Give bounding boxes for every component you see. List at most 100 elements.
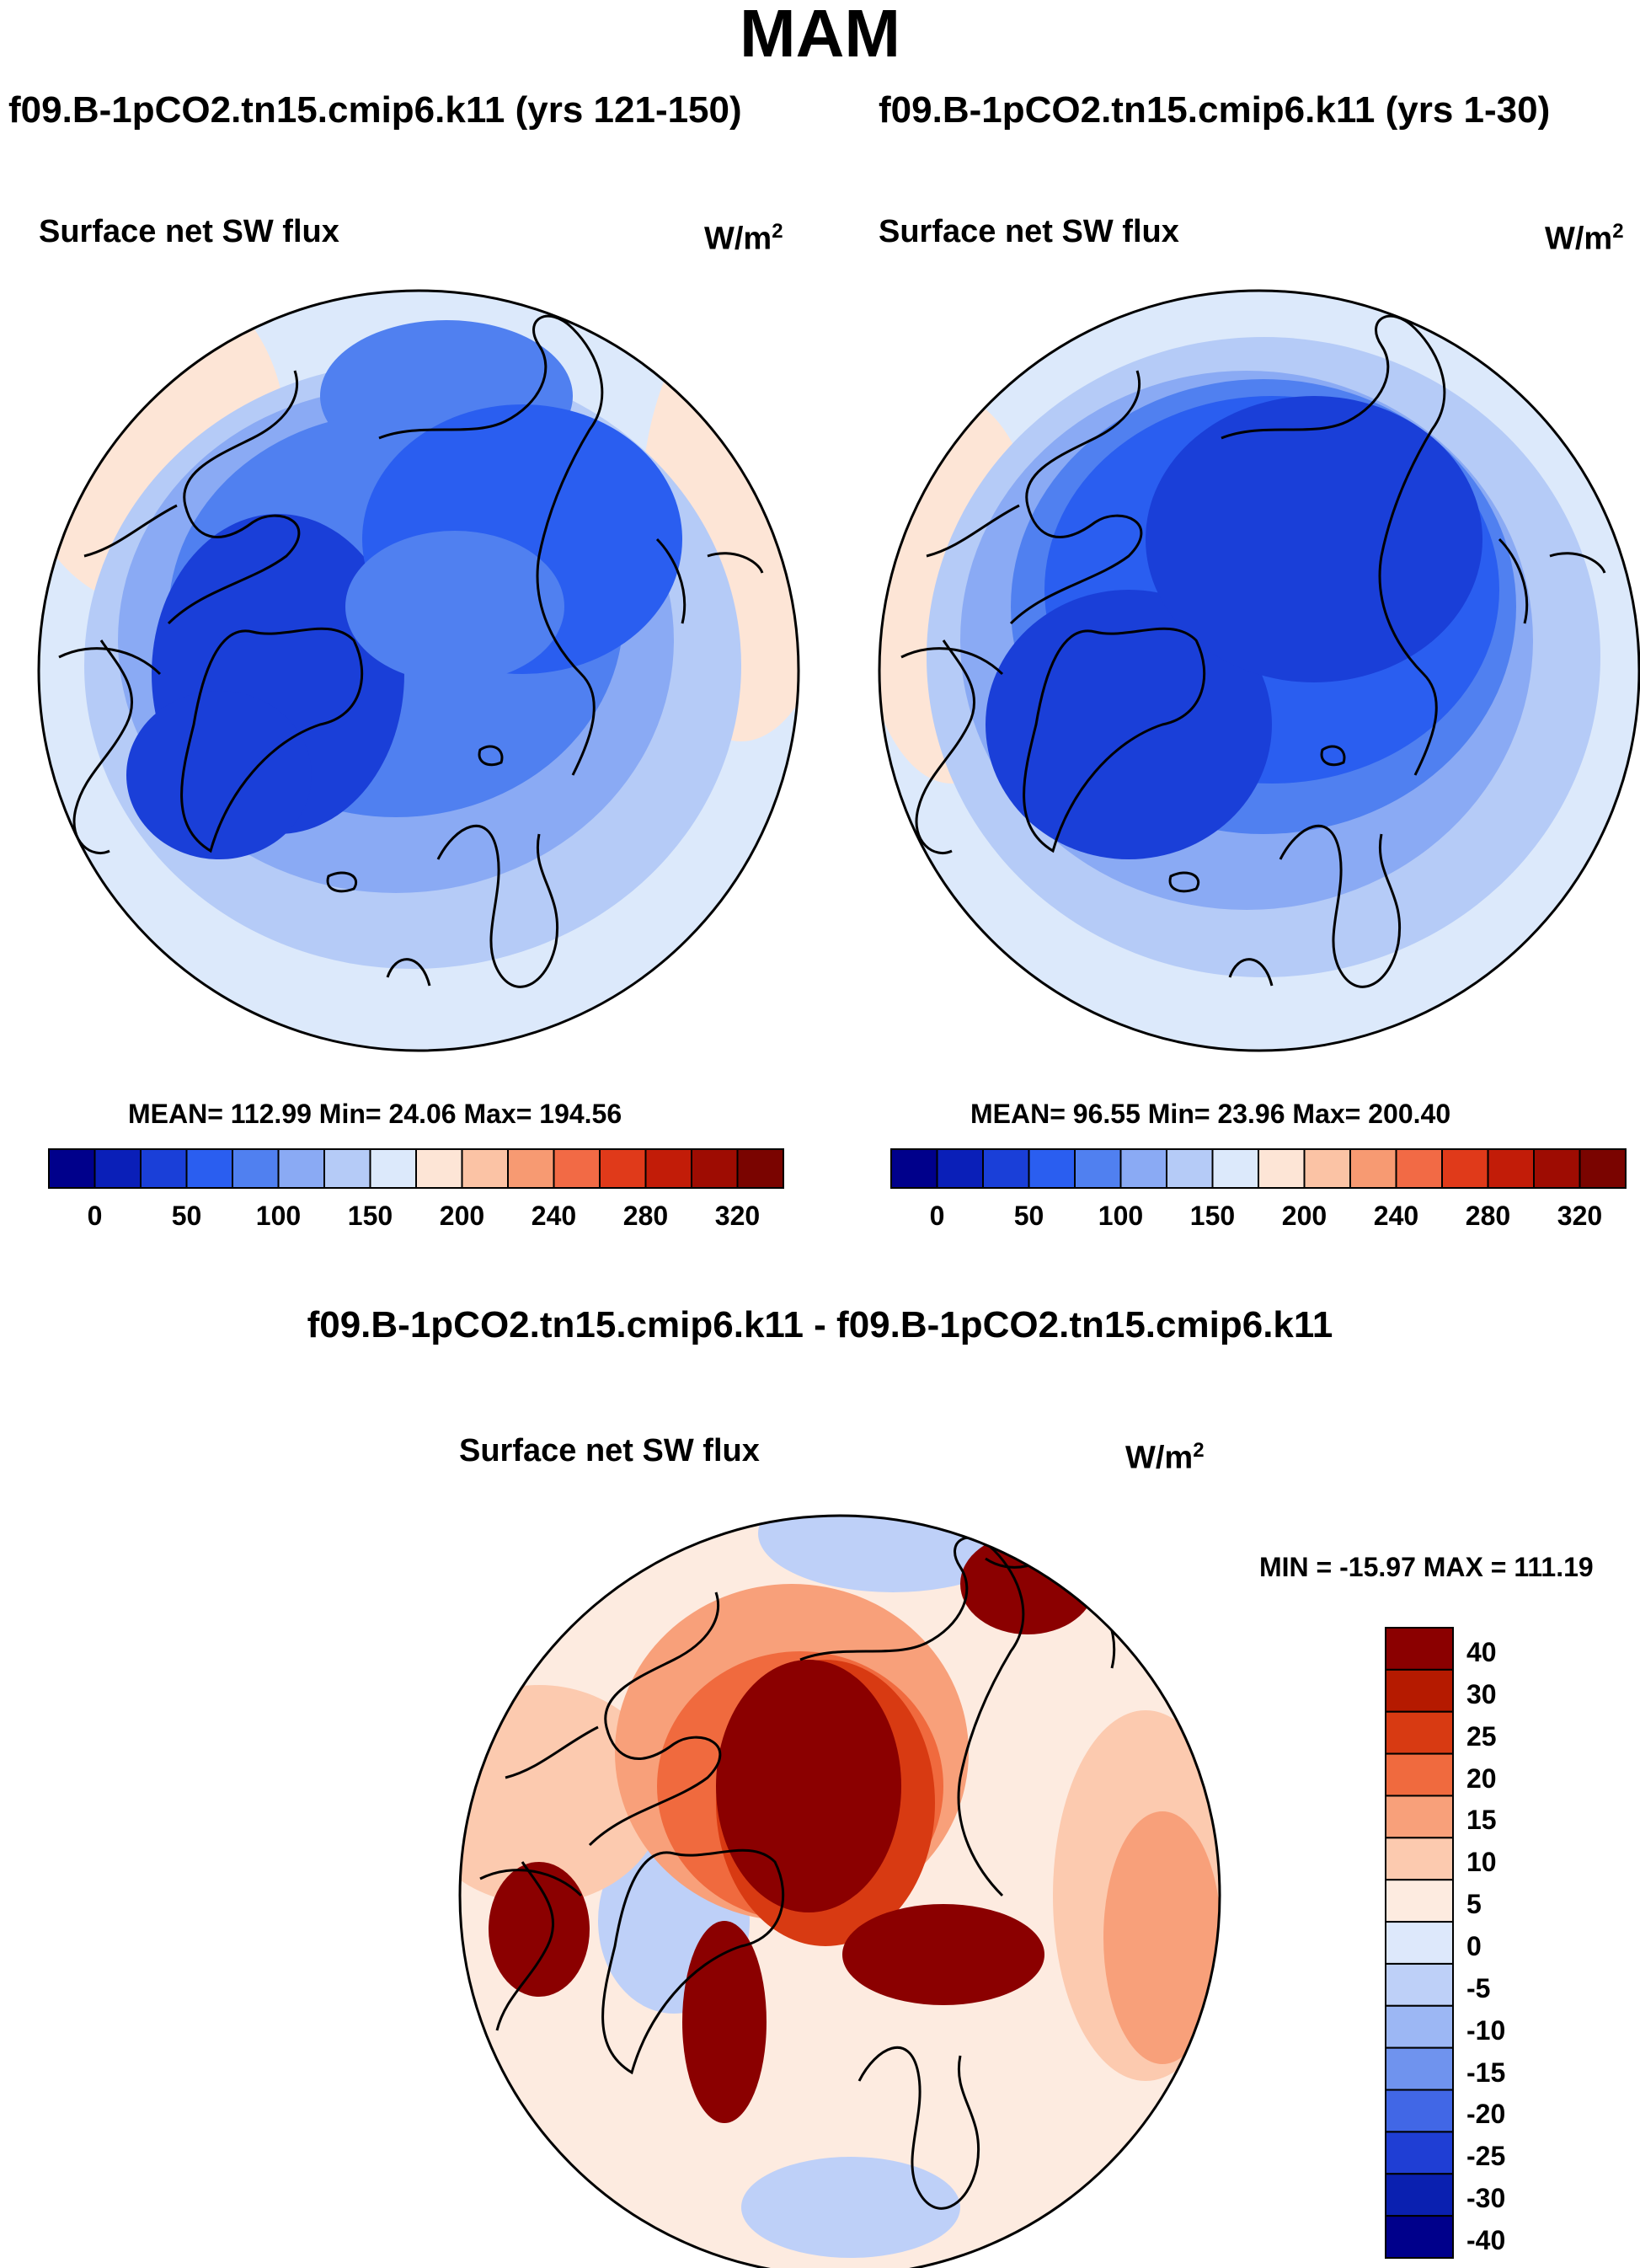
colorbar-right-swatch-10 <box>1349 1148 1397 1189</box>
colorbar-diff-tick-label: -15 <box>1466 2057 1506 2088</box>
colorbar-left-swatch-0 <box>48 1148 96 1189</box>
colorbar-right-tick-label: 200 <box>1281 1201 1327 1231</box>
map-right-coastline-canada <box>915 370 1143 854</box>
map-diff-blue-patch-n <box>758 1516 1028 1592</box>
colorbar-diff-tick-label: -20 <box>1466 2099 1506 2130</box>
colorbar-left-swatch-14 <box>691 1148 739 1189</box>
colorbar-right-swatch-6 <box>1166 1148 1214 1189</box>
main-title: MAM <box>739 0 901 71</box>
colorbar-left-swatch-5 <box>277 1148 325 1189</box>
colorbar-diff-swatch-7 <box>1385 1921 1454 1965</box>
colorbar-left-tick-label: 280 <box>622 1201 669 1231</box>
colorbar-left-swatch-6 <box>323 1148 371 1189</box>
colorbar-diff-tick-label: -40 <box>1466 2225 1506 2256</box>
colorbar-left-tick-label: 320 <box>714 1201 761 1231</box>
colorbar-diff-swatch-14 <box>1385 2215 1454 2259</box>
map-diff-coastline-canada <box>495 1591 722 2031</box>
map-right-coastline-alaska <box>900 504 1020 676</box>
colorbar-right-swatch-15 <box>1579 1148 1627 1189</box>
colorbar-diff-swatch-10 <box>1385 2046 1454 2091</box>
map-left-polar <box>39 291 799 1051</box>
colorbar-diff-tick-label: -30 <box>1466 2183 1506 2214</box>
colorbar-right-tick-label: 320 <box>1557 1201 1603 1231</box>
map-diff-polar <box>460 1516 1220 2268</box>
diff-units-label: W/m2 <box>1125 1439 1205 1476</box>
colorbar-right <box>890 1148 1627 1189</box>
map-right-central-ice <box>1146 396 1482 682</box>
colorbar-left-swatch-7 <box>369 1148 417 1189</box>
colorbar-right-swatch-4 <box>1074 1148 1122 1189</box>
colorbar-diff-swatch-6 <box>1385 1879 1454 1923</box>
colorbar-left-tick-label: 50 <box>171 1201 202 1231</box>
panel-left-case-title: f09.B-1pCO2.tn15.cmip6.k11 (yrs 121-150) <box>8 89 742 131</box>
colorbar-diff-tick-label: 5 <box>1466 1889 1482 1920</box>
panel-right-units-label: W/m2 <box>1545 220 1624 257</box>
colorbar-left-tick-label: 200 <box>439 1201 485 1231</box>
map-left-greenland-core <box>126 691 312 859</box>
colorbar-diff-swatch-3 <box>1385 1752 1454 1797</box>
map-right-border <box>878 289 1640 1052</box>
map-diff-border <box>458 1514 1221 2268</box>
map-diff-dark-band-s <box>682 1921 767 2123</box>
panel-left-variable-label: Surface net SW flux <box>39 214 339 249</box>
colorbar-left-swatch-12 <box>599 1148 647 1189</box>
colorbar-diff-swatch-9 <box>1385 2004 1454 2049</box>
colorbar-right-swatch-8 <box>1258 1148 1306 1189</box>
colorbar-diff-swatch-1 <box>1385 1668 1454 1713</box>
colorbar-diff-swatch-0 <box>1385 1627 1454 1671</box>
colorbar-diff-tick-label: 25 <box>1466 1720 1497 1752</box>
colorbar-right-swatch-13 <box>1487 1148 1535 1189</box>
colorbar-diff-tick-label: 10 <box>1466 1847 1497 1878</box>
colorbar-right-swatch-11 <box>1395 1148 1443 1189</box>
colorbar-left-swatch-8 <box>415 1148 463 1189</box>
colorbar-left-swatch-9 <box>461 1148 509 1189</box>
colorbar-right-swatch-3 <box>1028 1148 1076 1189</box>
colorbar-right-tick-label: 100 <box>1098 1201 1144 1231</box>
colorbar-diff-tick-label: 20 <box>1466 1763 1497 1794</box>
colorbar-diff-tick-label: -25 <box>1466 2141 1506 2172</box>
colorbar-left-swatch-11 <box>553 1148 601 1189</box>
diff-variable-label: Surface net SW flux <box>459 1433 760 1468</box>
colorbar-right-tick-label: 150 <box>1189 1201 1236 1231</box>
map-right-polar <box>879 291 1639 1051</box>
colorbar-left-swatch-3 <box>185 1148 233 1189</box>
colorbar-diff-tick-label: -5 <box>1466 1972 1491 2003</box>
map-right-coastline-kamchatka <box>1498 538 1606 624</box>
map-left-coastline-kamchatka <box>655 538 764 624</box>
colorbar-right-swatch-1 <box>936 1148 984 1189</box>
colorbar-right-swatch-9 <box>1303 1148 1351 1189</box>
colorbar-right-tick-label: 280 <box>1465 1201 1511 1231</box>
map-diff-dark-patch-w <box>489 1862 590 1997</box>
colorbar-left-tick-label: 150 <box>347 1201 393 1231</box>
colorbar-diff-tick-label: 15 <box>1466 1805 1497 1836</box>
colorbar-diff-tick-label: -10 <box>1466 2014 1506 2046</box>
colorbar-left-tick-label: 240 <box>531 1201 577 1231</box>
map-right-coastline-scandinavia <box>1228 824 1401 988</box>
colorbar-right-tick-label: 240 <box>1373 1201 1419 1231</box>
colorbar-diff <box>1385 1627 1454 2259</box>
colorbar-right-swatch-7 <box>1211 1148 1259 1189</box>
map-left-coastline-iceland <box>326 871 357 893</box>
map-diff-coastline-alaska <box>479 1725 599 1897</box>
map-left-border <box>37 289 800 1052</box>
panel-right-variable-label: Surface net SW flux <box>879 214 1179 249</box>
map-diff-coastline-scandinavia <box>857 2046 980 2210</box>
colorbar-left-swatch-1 <box>93 1148 142 1189</box>
colorbar-left-swatch-2 <box>140 1148 188 1189</box>
colorbar-diff-swatch-5 <box>1385 1837 1454 1881</box>
map-left-coastline-alaska <box>58 504 178 676</box>
map-right-coastline-siberia <box>1221 314 1446 776</box>
colorbar-diff-tick-label: 40 <box>1466 1636 1497 1667</box>
colorbar-diff-swatch-4 <box>1385 1795 1454 1839</box>
map-right-coastline-svalbard <box>1320 745 1346 767</box>
map-left-coastline-siberia <box>378 314 604 776</box>
map-diff-dark-band-e <box>842 1904 1044 2005</box>
panel-right-case-title: f09.B-1pCO2.tn15.cmip6.k11 (yrs 1-30) <box>879 89 1551 131</box>
colorbar-diff-tick-label: 0 <box>1466 1931 1482 1961</box>
colorbar-left-swatch-4 <box>232 1148 280 1189</box>
colorbar-diff-swatch-13 <box>1385 2173 1454 2217</box>
colorbar-diff-swatch-8 <box>1385 1962 1454 2007</box>
diff-minmax: MIN = -15.97 MAX = 111.19 <box>1259 1552 1594 1582</box>
colorbar-right-swatch-5 <box>1119 1148 1167 1189</box>
